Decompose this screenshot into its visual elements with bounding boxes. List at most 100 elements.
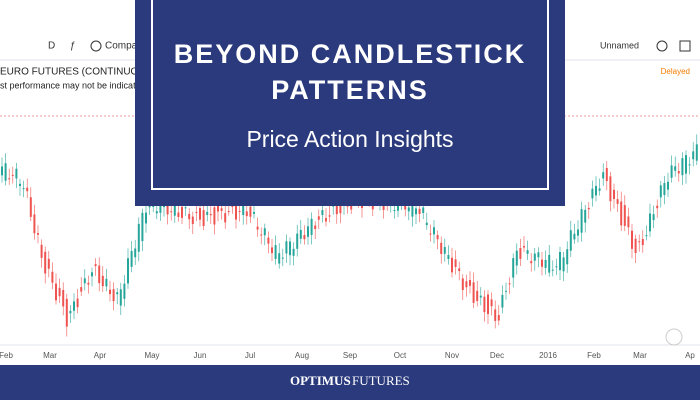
candle-body xyxy=(260,234,263,236)
settings-icon[interactable] xyxy=(656,40,668,52)
month-label: Apr xyxy=(94,351,107,360)
candle-body xyxy=(544,259,547,268)
candle-body xyxy=(307,226,309,237)
candle-body xyxy=(623,205,626,226)
candle-body xyxy=(249,206,252,217)
candle-body xyxy=(44,251,47,274)
candle-body xyxy=(155,211,158,214)
candle-body xyxy=(595,185,597,196)
candle-body xyxy=(483,296,486,313)
candle-body xyxy=(62,289,65,307)
disclaimer: st performance may not be indicative o xyxy=(0,80,155,90)
candle-body xyxy=(76,298,79,308)
candle-body xyxy=(217,203,219,212)
candle-body xyxy=(526,250,529,254)
candle-body xyxy=(11,174,14,176)
candle-body xyxy=(238,211,241,213)
candle-body xyxy=(87,282,90,285)
candle-body xyxy=(325,218,327,222)
compare-icon[interactable] xyxy=(90,40,102,52)
candle-body xyxy=(652,214,655,221)
title-frame xyxy=(151,0,549,190)
candle-body xyxy=(130,250,133,267)
candle-body xyxy=(94,264,97,267)
candle-body xyxy=(555,266,558,268)
candle-body xyxy=(220,208,223,211)
candle-body xyxy=(285,241,288,254)
candle-body xyxy=(688,164,691,166)
candle-body xyxy=(296,233,299,249)
candle-body xyxy=(436,234,439,240)
candle-body xyxy=(616,199,619,204)
candle-body xyxy=(667,181,669,190)
candle-body xyxy=(314,225,317,230)
candle-body xyxy=(213,207,216,225)
fullscreen-icon[interactable] xyxy=(679,40,691,52)
candle-body xyxy=(487,294,489,315)
candle-body xyxy=(548,254,551,273)
month-label: Aug xyxy=(295,351,309,360)
candle-body xyxy=(145,212,147,224)
candle-body xyxy=(119,289,122,306)
layout-name[interactable]: Unnamed xyxy=(600,40,639,50)
candle-body xyxy=(83,278,86,284)
candle-body xyxy=(271,247,273,254)
candle-body xyxy=(105,278,108,287)
candle-body xyxy=(429,233,432,235)
candle-body xyxy=(328,215,331,217)
candle-body xyxy=(335,200,338,215)
candle-body xyxy=(1,166,3,176)
candle-body xyxy=(551,269,554,271)
candle-body xyxy=(317,216,320,220)
candle-body xyxy=(677,171,680,174)
candle-body xyxy=(659,185,662,198)
candle-body xyxy=(26,187,29,192)
candle-body xyxy=(98,265,101,284)
candle-body xyxy=(447,255,450,259)
candle-body xyxy=(674,166,677,171)
title-line-2: PATTERNS xyxy=(271,75,429,105)
candle-body xyxy=(123,283,126,299)
candle-body xyxy=(235,204,237,220)
candle-body xyxy=(134,248,137,258)
candle-body xyxy=(195,212,198,214)
candle-body xyxy=(512,258,515,278)
candle-body xyxy=(209,214,212,216)
candle-body xyxy=(415,208,417,215)
candle-body xyxy=(530,261,533,264)
candle-body xyxy=(577,229,579,236)
candle-body xyxy=(411,196,414,217)
candle-body xyxy=(91,272,93,277)
symbol: EURO FUTURES (CONTINUOUS: xyxy=(0,67,155,78)
candle-body xyxy=(339,202,342,214)
scroll-button[interactable] xyxy=(665,328,683,346)
candle-body xyxy=(465,281,468,288)
candle-body xyxy=(51,271,54,283)
candle-body xyxy=(29,197,32,217)
month-label: Oct xyxy=(394,351,407,360)
candle-body xyxy=(695,144,698,161)
candle-body xyxy=(451,257,453,273)
candle-body xyxy=(645,235,648,237)
candle-body xyxy=(472,282,475,303)
candle-body xyxy=(418,208,421,214)
candle-body xyxy=(461,278,464,291)
candle-body xyxy=(620,201,623,226)
month-label: Dec xyxy=(490,351,504,360)
candle-body xyxy=(292,248,295,256)
candle-body xyxy=(685,155,687,174)
candle-body xyxy=(170,211,173,213)
month-label: Mar xyxy=(633,351,647,360)
candle-body xyxy=(289,241,291,256)
candle-body xyxy=(490,299,493,307)
candle-body xyxy=(627,216,630,228)
indicator-icon[interactable]: ƒ xyxy=(70,41,76,52)
candle-body xyxy=(112,289,115,302)
candle-body xyxy=(310,218,313,235)
candle-body xyxy=(65,298,68,327)
month-label: 2016 xyxy=(539,351,557,360)
candle-body xyxy=(476,290,479,302)
time-axis-labels: Feb Mar Apr May Jun Jul Aug Sep Oct Nov Dec 2016 Feb… xyxy=(0,351,695,360)
compare-button[interactable]: Compar xyxy=(105,41,141,52)
